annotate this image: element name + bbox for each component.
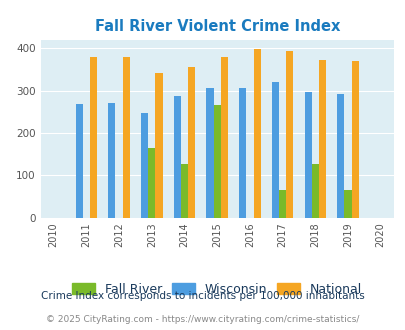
Bar	[122, 57, 130, 218]
Text: Crime Index corresponds to incidents per 100,000 inhabitants: Crime Index corresponds to incidents per…	[41, 291, 364, 301]
Bar	[75, 104, 83, 218]
Bar	[318, 60, 325, 218]
Bar	[343, 190, 351, 218]
Bar	[155, 73, 162, 218]
Bar	[173, 96, 181, 218]
Bar	[220, 57, 228, 218]
Bar	[213, 105, 220, 218]
Bar	[188, 67, 195, 218]
Bar	[311, 164, 318, 218]
Bar	[286, 51, 293, 218]
Bar	[253, 49, 260, 218]
Bar	[141, 113, 148, 218]
Bar	[271, 82, 278, 218]
Bar	[90, 57, 97, 218]
Bar	[148, 148, 155, 218]
Bar	[239, 87, 246, 218]
Bar	[351, 61, 358, 218]
Bar	[206, 87, 213, 218]
Legend: Fall River, Wisconsin, National: Fall River, Wisconsin, National	[67, 278, 366, 301]
Bar	[278, 190, 286, 218]
Bar	[337, 94, 343, 218]
Bar	[181, 164, 188, 218]
Title: Fall River Violent Crime Index: Fall River Violent Crime Index	[94, 19, 339, 34]
Text: © 2025 CityRating.com - https://www.cityrating.com/crime-statistics/: © 2025 CityRating.com - https://www.city…	[46, 315, 359, 324]
Bar	[108, 103, 115, 218]
Bar	[304, 92, 311, 218]
